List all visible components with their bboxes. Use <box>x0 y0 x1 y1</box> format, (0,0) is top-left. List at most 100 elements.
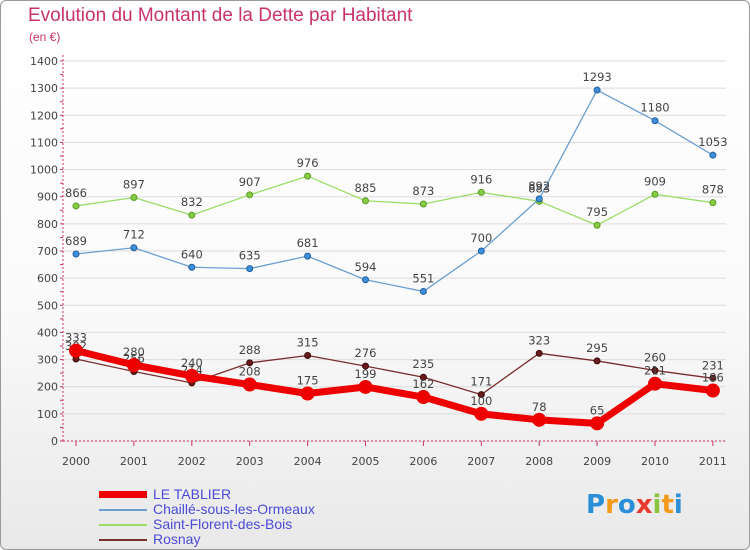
data-label: 1293 <box>582 70 611 84</box>
data-point <box>246 359 254 367</box>
data-label: 78 <box>532 400 547 414</box>
data-label: 866 <box>65 186 87 200</box>
legend-label: Rosnay <box>153 531 201 547</box>
y-tick-label: 500 <box>37 299 58 312</box>
chart-legend: LE TABLIER Chaillé-sous-les-Ormeaux Saint-… <box>99 487 315 547</box>
logo-letter: o <box>617 490 636 520</box>
x-tick-label: 2002 <box>178 455 206 468</box>
data-point <box>188 211 196 219</box>
data-point <box>593 86 601 94</box>
y-tick-label: 800 <box>37 218 58 231</box>
data-point <box>705 383 720 398</box>
data-point <box>474 406 489 421</box>
data-point <box>709 199 717 207</box>
data-label: 260 <box>644 350 666 364</box>
x-tick-label: 2007 <box>467 455 495 468</box>
data-point <box>184 368 199 383</box>
data-label: 211 <box>644 364 666 378</box>
data-label: 635 <box>239 249 261 263</box>
data-point <box>362 276 369 284</box>
logo-letter: P <box>586 490 606 520</box>
legend-item: Saint-Florent-des-Bois <box>99 517 315 532</box>
logo-letter: x <box>635 490 653 520</box>
data-point <box>362 362 369 370</box>
data-point <box>246 265 254 273</box>
data-point <box>242 377 257 392</box>
data-point <box>358 379 373 394</box>
data-label: 235 <box>412 357 434 371</box>
y-tick-label: 300 <box>37 354 58 367</box>
data-label: 916 <box>470 172 492 186</box>
data-point <box>419 287 427 295</box>
series-rosnay: 302256214288315276235171323295260231 <box>65 333 724 399</box>
data-label: 162 <box>412 377 434 391</box>
y-tick-label: 1000 <box>30 164 58 177</box>
data-point <box>69 343 83 358</box>
data-label: 907 <box>239 175 261 189</box>
data-point <box>130 244 138 252</box>
x-tick-label: 2011 <box>699 455 727 468</box>
data-label: 897 <box>123 178 145 192</box>
data-label: 208 <box>239 365 261 379</box>
y-tick-label: 200 <box>37 381 58 394</box>
data-point <box>419 373 427 381</box>
y-tick-label: 1300 <box>30 82 58 95</box>
data-point <box>419 200 427 208</box>
data-label: 878 <box>702 183 724 197</box>
legend-label: LE TABLIER <box>153 486 232 502</box>
data-point <box>535 195 543 203</box>
legend-label: Chaillé-sous-les-Ormeaux <box>153 501 315 517</box>
data-point <box>300 386 315 401</box>
data-point <box>72 202 80 210</box>
legend-item: LE TABLIER <box>99 487 315 502</box>
x-tick-label: 2004 <box>294 455 322 468</box>
data-point <box>304 352 312 359</box>
data-label: 240 <box>181 356 203 370</box>
legend-swatch <box>99 508 147 511</box>
x-tick-label: 2000 <box>62 455 90 468</box>
logo-letter: r <box>605 490 618 520</box>
legend-swatch <box>99 538 147 541</box>
data-point <box>72 250 80 258</box>
chart-title: Evolution du Montant de la Dette par Hab… <box>28 5 413 26</box>
y-tick-label: 900 <box>37 191 58 204</box>
series-chaill-sous-les-ormeaux: 689 712 640 635 681 594 551 700 892 1293 1180 1053 <box>65 70 728 295</box>
data-label: 832 <box>181 195 203 209</box>
series-le-tablier: 333 280 240 208 175 199 162 100 78 65 211 186 <box>65 331 724 431</box>
data-point <box>709 374 717 382</box>
logo-letter: i <box>652 490 662 520</box>
data-label: 100 <box>470 394 492 408</box>
data-label: 712 <box>123 228 145 242</box>
data-label: 640 <box>181 247 203 261</box>
x-tick-label: 2001 <box>120 455 148 468</box>
legend-label: Saint-Florent-des-Bois <box>153 516 293 532</box>
data-label: 976 <box>297 156 319 170</box>
y-tick-label: 400 <box>37 326 58 339</box>
data-point <box>130 194 138 202</box>
data-label: 280 <box>123 345 145 359</box>
data-point <box>535 349 543 357</box>
data-label: 1053 <box>698 135 727 149</box>
data-label: 892 <box>528 179 550 193</box>
data-label: 594 <box>355 260 377 274</box>
data-point <box>651 117 659 125</box>
y-tick-label: 1100 <box>30 136 58 149</box>
legend-item: Rosnay <box>99 532 315 547</box>
legend-swatch <box>99 491 147 498</box>
data-label: 689 <box>65 234 87 248</box>
y-tick-label: 1400 <box>30 55 58 68</box>
y-tick-label: 700 <box>37 245 58 258</box>
data-point <box>188 263 196 271</box>
legend-item: Chaillé-sous-les-Ormeaux <box>99 502 315 517</box>
data-label: 873 <box>412 184 434 198</box>
data-label: 288 <box>239 343 261 357</box>
data-label: 551 <box>412 271 434 285</box>
data-point <box>304 172 312 180</box>
series-line <box>72 347 717 427</box>
series-line <box>75 175 714 226</box>
data-label: 171 <box>470 375 492 389</box>
data-label: 199 <box>355 367 377 381</box>
data-label: 681 <box>297 236 319 250</box>
x-tick-label: 2003 <box>236 455 264 468</box>
